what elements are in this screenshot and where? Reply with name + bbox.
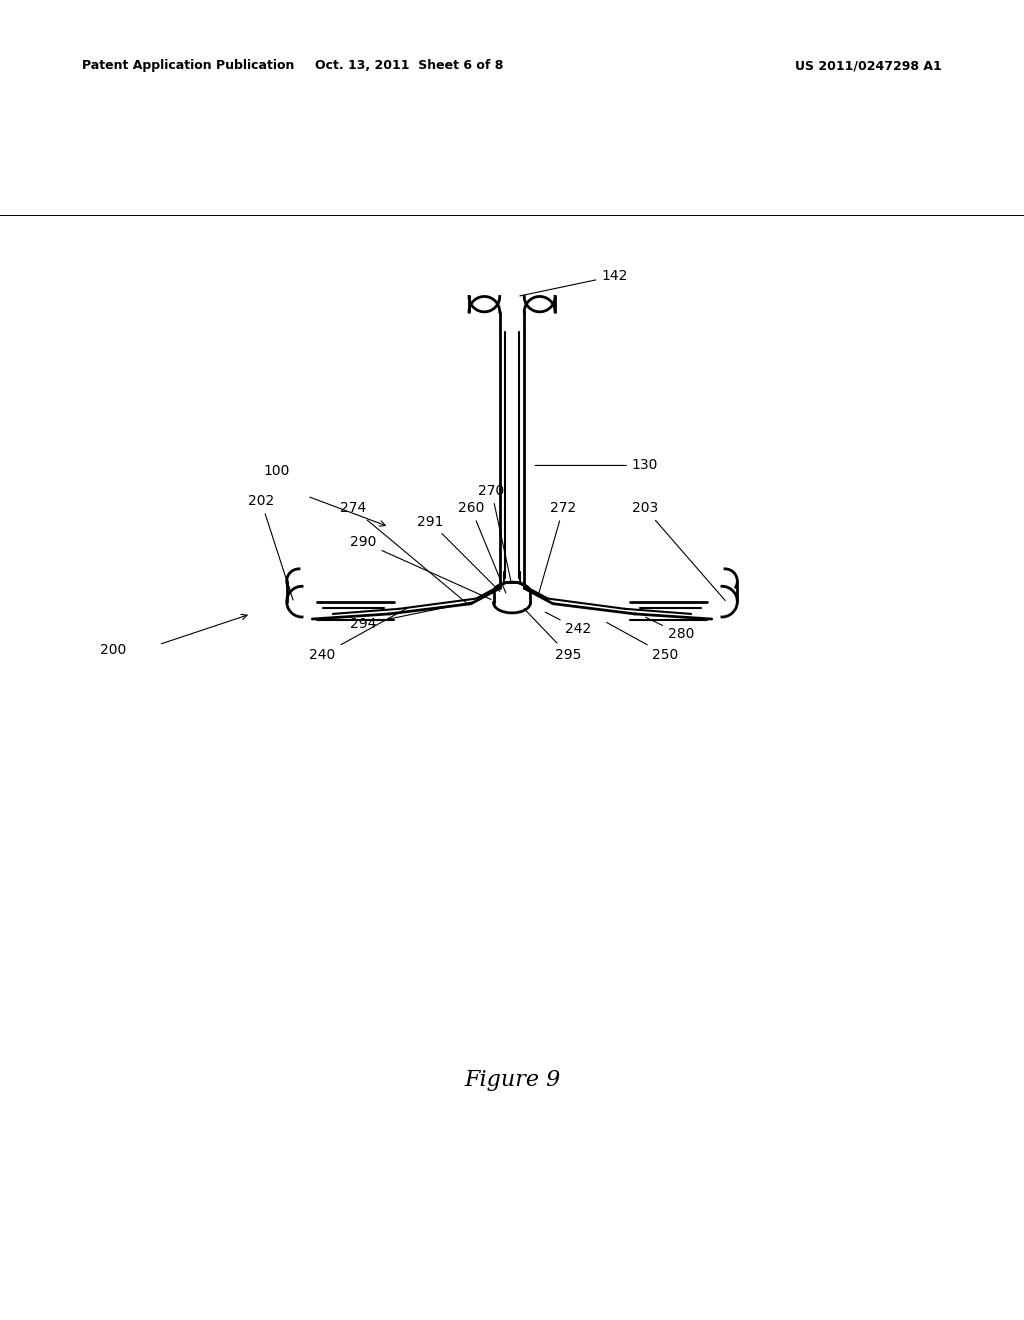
Text: 280: 280 bbox=[645, 618, 694, 642]
Text: Patent Application Publication: Patent Application Publication bbox=[82, 59, 294, 73]
Text: 270: 270 bbox=[478, 484, 511, 583]
Text: 294: 294 bbox=[350, 601, 476, 631]
Text: 200: 200 bbox=[99, 643, 126, 657]
Text: 130: 130 bbox=[536, 458, 658, 473]
Text: 242: 242 bbox=[545, 612, 592, 636]
Text: 240: 240 bbox=[309, 609, 408, 661]
Text: 100: 100 bbox=[263, 463, 290, 478]
Text: 295: 295 bbox=[524, 609, 582, 661]
Text: 290: 290 bbox=[350, 535, 492, 599]
Text: 272: 272 bbox=[539, 502, 577, 595]
Text: 203: 203 bbox=[632, 502, 725, 601]
Text: 142: 142 bbox=[520, 269, 628, 296]
Text: 260: 260 bbox=[458, 502, 506, 593]
Text: US 2011/0247298 A1: US 2011/0247298 A1 bbox=[796, 59, 942, 73]
Text: Figure 9: Figure 9 bbox=[464, 1069, 560, 1090]
Text: 291: 291 bbox=[417, 515, 500, 591]
Text: 250: 250 bbox=[606, 623, 679, 661]
Text: 202: 202 bbox=[248, 494, 293, 601]
Text: Oct. 13, 2011  Sheet 6 of 8: Oct. 13, 2011 Sheet 6 of 8 bbox=[315, 59, 504, 73]
Text: 274: 274 bbox=[340, 502, 469, 605]
